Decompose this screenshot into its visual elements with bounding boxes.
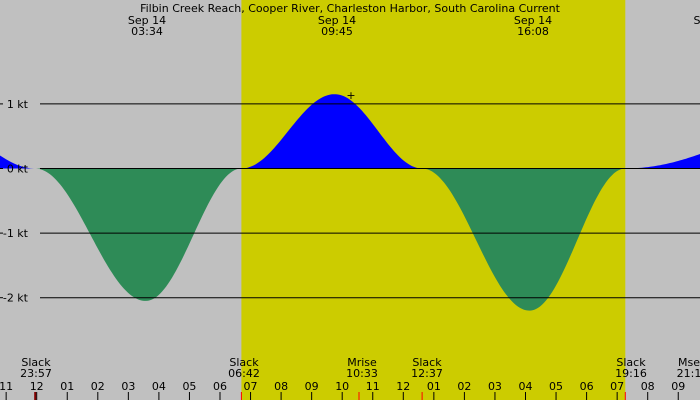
x-tick-label: 09 (305, 380, 319, 393)
x-tick-label: 01 (427, 380, 441, 393)
ebb-current-area (0, 168, 700, 311)
y-tick-label: 1 kt (7, 98, 29, 111)
extreme-time-label: 16:08 (517, 25, 549, 38)
extreme-date-label: S (694, 14, 700, 27)
event-label: Slack (229, 356, 259, 369)
event-label: Slack (21, 356, 51, 369)
x-tick-label: 11 (366, 380, 380, 393)
event-label: Slack (412, 356, 442, 369)
event-time-label: 12:37 (411, 367, 443, 380)
x-tick-label: 09 (671, 380, 685, 393)
y-tick-label: 0 kt (7, 163, 29, 176)
flood-current-area (0, 94, 700, 169)
event-time-label: 06:42 (228, 367, 260, 380)
event-time-label: 19:16 (615, 367, 647, 380)
y-tick-label: -2 kt (3, 292, 29, 305)
extreme-time-label: 03:34 (131, 25, 163, 38)
event-time-label: 10:33 (346, 367, 378, 380)
x-tick-label: 06 (580, 380, 594, 393)
x-tick-label: 03 (488, 380, 502, 393)
x-tick-label: 11 (0, 380, 13, 393)
x-tick-label: 10 (335, 380, 349, 393)
x-tick-label: 07 (610, 380, 624, 393)
extreme-date-label: Sep 14 (128, 14, 166, 27)
x-tick-label: 04 (152, 380, 166, 393)
event-time-label: 23:57 (20, 367, 52, 380)
x-tick-label: 06 (213, 380, 227, 393)
extreme-date-label: Sep 14 (318, 14, 356, 27)
x-tick-label: 08 (641, 380, 655, 393)
x-tick-label: 07 (244, 380, 258, 393)
chart-title: Filbin Creek Reach, Cooper River, Charle… (140, 2, 561, 15)
x-tick-label: 05 (549, 380, 563, 393)
event-label: Mrise (347, 356, 377, 369)
x-tick-label: 12 (396, 380, 410, 393)
x-tick-label: 04 (519, 380, 533, 393)
event-label: Mse (678, 356, 700, 369)
extreme-date-label: Sep 14 (514, 14, 552, 27)
extreme-time-label: 09:45 (321, 25, 353, 38)
x-tick-label: 02 (457, 380, 471, 393)
x-tick-label: 03 (121, 380, 135, 393)
event-time-label: 21:1 (677, 367, 700, 380)
x-tick-label: 05 (182, 380, 196, 393)
x-tick-label: 08 (274, 380, 288, 393)
max-flood-marker: + (346, 89, 355, 102)
x-tick-label: 01 (60, 380, 74, 393)
y-tick-label: -1 kt (3, 227, 29, 240)
x-tick-label: 12 (30, 380, 44, 393)
x-tick-label: 02 (91, 380, 105, 393)
event-label: Slack (616, 356, 646, 369)
